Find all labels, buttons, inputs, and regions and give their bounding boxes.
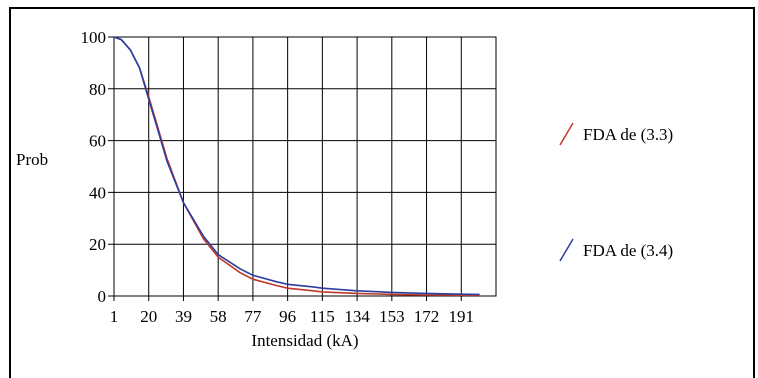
x-tick-label: 96	[279, 307, 296, 326]
series-line-2	[113, 36, 480, 296]
y-axis-ticks: 0 20 40 60 80 100	[81, 28, 107, 306]
x-tick-label: 20	[140, 307, 157, 326]
x-tick-label: 1	[110, 307, 119, 326]
plot-area	[113, 36, 497, 297]
x-tick-label: 134	[344, 307, 370, 326]
x-tick-label: 115	[310, 307, 335, 326]
legend-label-1: FDA de (3.3)	[583, 125, 673, 144]
y-tick-label: 20	[89, 235, 106, 254]
x-tick-label: 172	[414, 307, 440, 326]
x-tick-label: 77	[244, 307, 262, 326]
y-tick-label: 60	[89, 132, 106, 151]
legend: FDA de (3.3) FDA de (3.4)	[559, 122, 673, 262]
x-tick-label: 191	[449, 307, 475, 326]
x-tick-label: 58	[210, 307, 227, 326]
y-tick-label: 80	[89, 80, 106, 99]
y-tick-label: 0	[98, 287, 107, 306]
series	[113, 36, 480, 297]
y-tick-label: 100	[81, 28, 107, 47]
x-axis-title: Intensidad (kA)	[251, 331, 358, 350]
chart-frame	[9, 7, 755, 378]
x-axis-ticks: 1 20 39 58 77 96 115 134 153 172 191	[110, 307, 474, 326]
legend-label-2: FDA de (3.4)	[583, 241, 673, 260]
legend-swatch-2	[559, 238, 574, 262]
y-tick-label: 40	[89, 183, 106, 202]
y-axis-title: Prob	[16, 150, 48, 169]
x-tick-label: 39	[175, 307, 192, 326]
grid	[108, 36, 496, 301]
legend-swatch-1	[559, 122, 574, 146]
x-tick-label: 153	[379, 307, 405, 326]
